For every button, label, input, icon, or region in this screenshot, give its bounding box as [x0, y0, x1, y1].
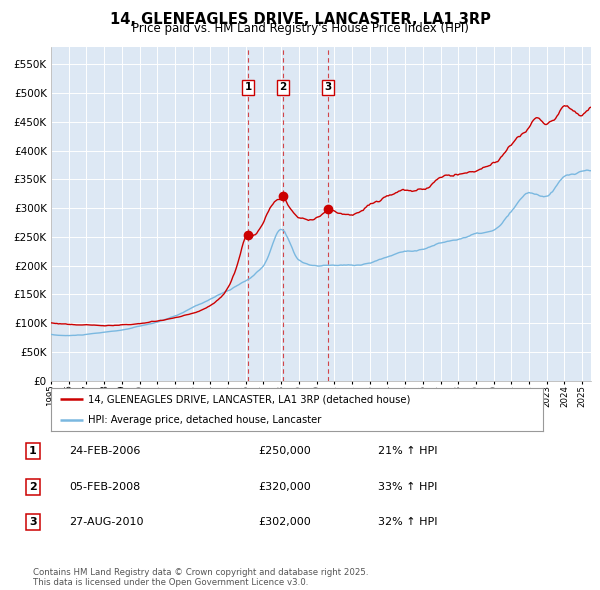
Text: £320,000: £320,000 [258, 482, 311, 491]
Text: 33% ↑ HPI: 33% ↑ HPI [378, 482, 437, 491]
Text: 32% ↑ HPI: 32% ↑ HPI [378, 517, 437, 527]
Text: 3: 3 [325, 83, 332, 93]
Text: 27-AUG-2010: 27-AUG-2010 [69, 517, 143, 527]
Text: 05-FEB-2008: 05-FEB-2008 [69, 482, 140, 491]
Text: 2: 2 [280, 83, 287, 93]
Text: 21% ↑ HPI: 21% ↑ HPI [378, 447, 437, 456]
Text: 24-FEB-2006: 24-FEB-2006 [69, 447, 140, 456]
Text: 2: 2 [29, 482, 37, 491]
Text: Contains HM Land Registry data © Crown copyright and database right 2025.
This d: Contains HM Land Registry data © Crown c… [33, 568, 368, 587]
Text: 14, GLENEAGLES DRIVE, LANCASTER, LA1 3RP: 14, GLENEAGLES DRIVE, LANCASTER, LA1 3RP [110, 12, 490, 27]
Text: HPI: Average price, detached house, Lancaster: HPI: Average price, detached house, Lanc… [88, 415, 321, 425]
Text: 1: 1 [29, 447, 37, 456]
Text: 1: 1 [245, 83, 252, 93]
Text: £250,000: £250,000 [258, 447, 311, 456]
Text: £302,000: £302,000 [258, 517, 311, 527]
Text: 3: 3 [29, 517, 37, 527]
Text: 14, GLENEAGLES DRIVE, LANCASTER, LA1 3RP (detached house): 14, GLENEAGLES DRIVE, LANCASTER, LA1 3RP… [88, 394, 410, 404]
Text: Price paid vs. HM Land Registry's House Price Index (HPI): Price paid vs. HM Land Registry's House … [131, 22, 469, 35]
